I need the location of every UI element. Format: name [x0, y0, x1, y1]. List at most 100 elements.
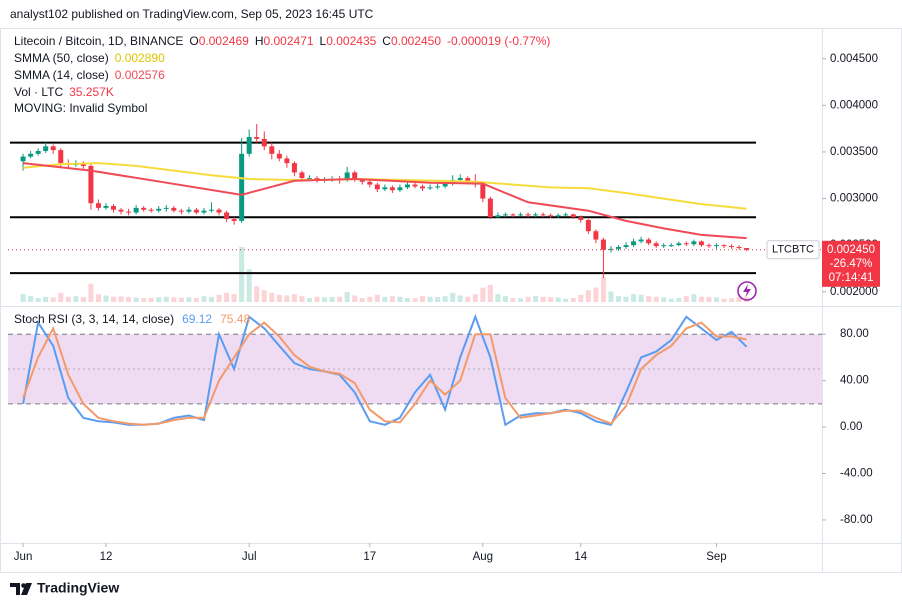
ohlc-change: -0.000019 (-0.77%): [447, 34, 550, 48]
candle-body: [382, 187, 388, 190]
volume-bar: [344, 292, 350, 302]
candle-body: [691, 241, 697, 245]
volume-bar: [178, 297, 184, 302]
symbol-tag-text: LTCBTC: [772, 244, 814, 256]
candle-body: [653, 243, 659, 247]
x-tick-label: Jul: [242, 551, 257, 563]
candle-body: [713, 245, 719, 247]
volume-name: Vol · LTC: [14, 85, 63, 99]
x-tick-label: 14: [574, 551, 587, 563]
volume-bar: [95, 294, 101, 302]
smma-value: 0.002576: [115, 68, 165, 82]
candle-body: [412, 184, 418, 187]
volume-bar: [585, 290, 591, 302]
candle-body: [510, 214, 516, 216]
volume-bar: [608, 291, 614, 302]
volume-bar: [631, 294, 637, 302]
candle-body: [427, 187, 433, 189]
candle-body: [397, 187, 403, 191]
extra-indicator: MOVING: Invalid Symbol: [14, 101, 147, 115]
y-tick-label: 80.00: [840, 328, 869, 340]
volume-bar: [510, 298, 516, 302]
candle-body: [555, 215, 561, 217]
y-tick-label: 0.00: [840, 421, 862, 433]
volume-bar: [706, 297, 712, 302]
symbol-title: Litecoin / Bitcoin, 1D, BINANCE: [14, 34, 183, 48]
volume-bar: [533, 296, 539, 302]
candle-body: [525, 214, 531, 216]
candle-body: [80, 163, 86, 166]
footer-logo: [10, 583, 32, 595]
smma-legend: SMMA (50, close) 0.002890: [14, 51, 165, 65]
candle-body: [163, 207, 169, 209]
candle-body: [698, 241, 704, 246]
volume-bar: [457, 295, 463, 302]
icon-ring: [737, 281, 757, 301]
volume-bar: [314, 296, 320, 302]
candle-body: [563, 214, 569, 216]
candle-body: [721, 245, 727, 247]
volume-bar: [563, 298, 569, 302]
candle-body: [239, 153, 245, 221]
smma-line: [22, 162, 747, 240]
volume-bar: [691, 294, 697, 302]
candle-body: [578, 217, 584, 220]
volume-bar: [593, 287, 599, 302]
y-tick-label: 0.004000: [830, 99, 878, 111]
volume-bar: [186, 297, 192, 302]
candle-body: [20, 156, 26, 162]
volume-bar: [570, 298, 576, 302]
volume-bar: [261, 290, 267, 302]
volume-bar: [156, 297, 162, 302]
logo-part: [21, 583, 32, 595]
candle-body: [111, 206, 117, 210]
volume-bar: [163, 296, 169, 302]
candle-body: [35, 151, 41, 154]
candle-body: [367, 181, 373, 185]
candle-body: [261, 138, 267, 147]
symbol-tag: [766, 240, 820, 260]
volume-bar: [600, 277, 606, 302]
candle-body: [661, 245, 667, 247]
candle-body: [216, 209, 222, 213]
stoch-value: 75.48: [220, 312, 250, 326]
volume-bar: [638, 294, 644, 302]
candle-body: [344, 172, 350, 180]
candle-body: [171, 207, 177, 211]
candle-body: [28, 153, 34, 157]
ohlc-key: H: [255, 34, 264, 48]
candle-body: [231, 219, 237, 221]
candle-body: [284, 158, 290, 164]
candle-body: [118, 209, 124, 212]
volume-bar: [646, 296, 652, 302]
price-tag: [822, 240, 880, 287]
volume-bar: [216, 294, 222, 302]
stoch-legend: Stoch RSI (3, 3, 14, 14, close) 69.12 75.4…: [14, 312, 250, 326]
candle-body: [141, 207, 147, 210]
volume-bar: [359, 298, 365, 302]
volume-bar: [141, 298, 147, 302]
candle-body: [502, 214, 508, 216]
candle-body: [435, 186, 441, 188]
candle-body: [359, 179, 365, 182]
volume-bar: [653, 296, 659, 302]
volume-bar: [80, 297, 86, 302]
volume-bar: [683, 296, 689, 302]
logo-part: [10, 583, 20, 595]
volume-bar: [148, 297, 154, 302]
volume-bar: [465, 296, 471, 302]
ohlc-key: L: [320, 34, 327, 48]
volume-bar: [374, 294, 380, 302]
volume-bar: [193, 298, 199, 302]
price-tag-text: -26.47%: [830, 258, 873, 270]
candle-body: [623, 245, 629, 248]
candle-body: [291, 163, 297, 173]
publisher-line: analyst102 published on TradingView.com,…: [10, 7, 374, 21]
candle-body: [88, 165, 94, 204]
ohlc-value: 0.002471: [263, 34, 313, 48]
y-tick-label: 0.003000: [830, 193, 878, 205]
volume-bar: [246, 269, 252, 302]
volume-bar: [736, 296, 742, 302]
candle-body: [495, 215, 501, 218]
volume-bar: [329, 297, 335, 302]
